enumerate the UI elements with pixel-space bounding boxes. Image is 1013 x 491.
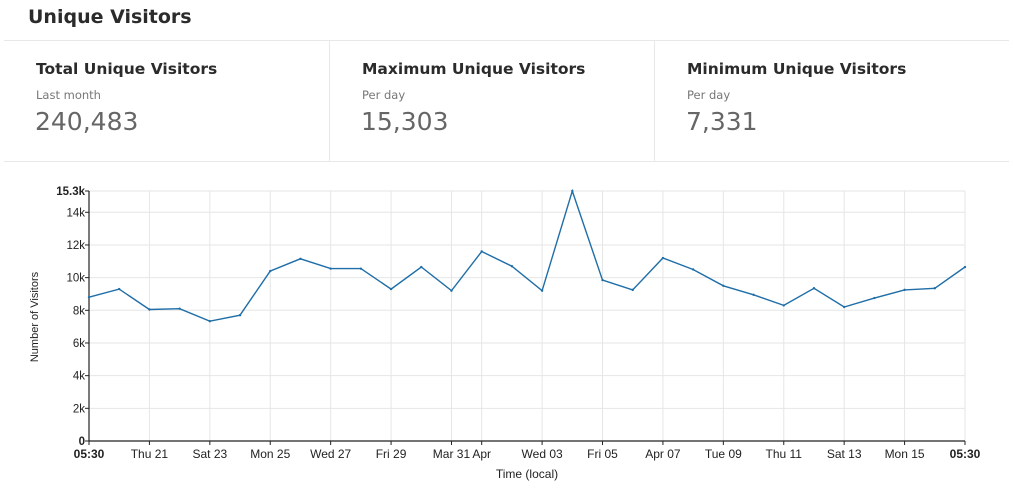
stat-value: 15,303 (361, 107, 449, 136)
data-point (752, 293, 755, 296)
x-tick-label: Fri 05 (587, 447, 618, 461)
series-line (88, 188, 966, 322)
x-tick-label: 05:30 (950, 447, 981, 461)
y-axis-label: Number of Visitors (29, 271, 41, 362)
data-point (722, 284, 725, 288)
y-tick-label: 8k (73, 305, 85, 317)
data-point (903, 288, 906, 292)
x-tick-label: Mon 15 (885, 447, 925, 461)
stat-title: Minimum Unique Visitors (687, 60, 907, 78)
data-point (540, 289, 544, 292)
data-point (842, 305, 846, 309)
x-tick-label: Thu 21 (131, 447, 169, 461)
header-divider (4, 40, 1009, 41)
data-point (389, 287, 393, 291)
y-tick-label: 0 (79, 436, 85, 448)
stat-card-minimum: Minimum Unique Visitors Per day 7,331 (654, 41, 980, 161)
y-tick-label: 12k (66, 240, 85, 252)
y-tick-label: 14k (66, 207, 85, 219)
stat-card-maximum: Maximum Unique Visitors Per day 15,303 (329, 41, 655, 161)
y-tick-label: 4k (73, 371, 85, 383)
data-point (329, 267, 332, 270)
data-point (933, 287, 936, 290)
data-point (238, 314, 242, 317)
data-point (782, 304, 785, 307)
data-point (87, 296, 91, 299)
stats-divider (4, 161, 1009, 162)
stat-value: 240,483 (35, 107, 139, 136)
stat-subtitle: Per day (362, 88, 406, 102)
data-point (873, 296, 876, 300)
data-point (269, 269, 272, 273)
data-point (118, 287, 121, 291)
data-point (178, 307, 181, 310)
stat-card-total: Total Unique Visitors Last month 240,483 (4, 41, 329, 161)
y-tick-label: 10k (66, 273, 85, 285)
x-tick-label: Sat 13 (827, 447, 862, 461)
chart-axes (88, 191, 965, 442)
x-axis-label: Time (local) (496, 467, 558, 481)
chart-grid (89, 190, 966, 441)
data-point (571, 189, 574, 193)
stat-subtitle: Last month (36, 88, 101, 102)
x-tick-label: Fri 29 (376, 447, 407, 461)
x-tick-label: Sat 23 (192, 447, 227, 461)
x-tick-label: Tue 09 (705, 447, 742, 461)
x-tick-label: Apr (472, 447, 491, 461)
y-tick-label: 6k (73, 338, 85, 350)
data-point (963, 265, 967, 269)
data-point (691, 268, 695, 271)
x-tick-label: Mon 25 (250, 447, 290, 461)
data-point (510, 264, 514, 268)
x-tick-label: 05:30 (74, 447, 105, 461)
data-point (601, 278, 604, 282)
y-tick-label: 2k (73, 403, 85, 415)
x-tick-label: Wed 27 (310, 447, 351, 461)
stat-value: 7,331 (686, 107, 758, 136)
data-point (812, 287, 816, 290)
data-point (299, 257, 302, 261)
data-point (420, 265, 423, 269)
data-point (208, 320, 212, 323)
data-point (359, 267, 363, 270)
data-point (631, 288, 634, 292)
chart-ticks: 0 2k 4k 6k 8k 10k 12k 14k 15.3k 05:30 Thu 21 Sat 23… (56, 186, 980, 461)
data-point (661, 256, 665, 260)
stat-title: Maximum Unique Visitors (362, 60, 586, 78)
x-tick-label: Wed 03 (522, 447, 563, 461)
data-point (450, 289, 453, 292)
chart-points (87, 189, 967, 323)
y-tick-label: 15.3k (56, 186, 85, 198)
stat-title: Total Unique Visitors (36, 60, 218, 78)
data-point (148, 308, 151, 311)
x-tick-label: Thu 11 (766, 447, 803, 461)
page-title: Unique Visitors (28, 6, 192, 28)
data-point (480, 250, 483, 253)
x-tick-label: Mar 31 (433, 447, 471, 461)
x-tick-label: Apr 07 (645, 447, 681, 461)
stat-subtitle: Per day (687, 88, 731, 102)
